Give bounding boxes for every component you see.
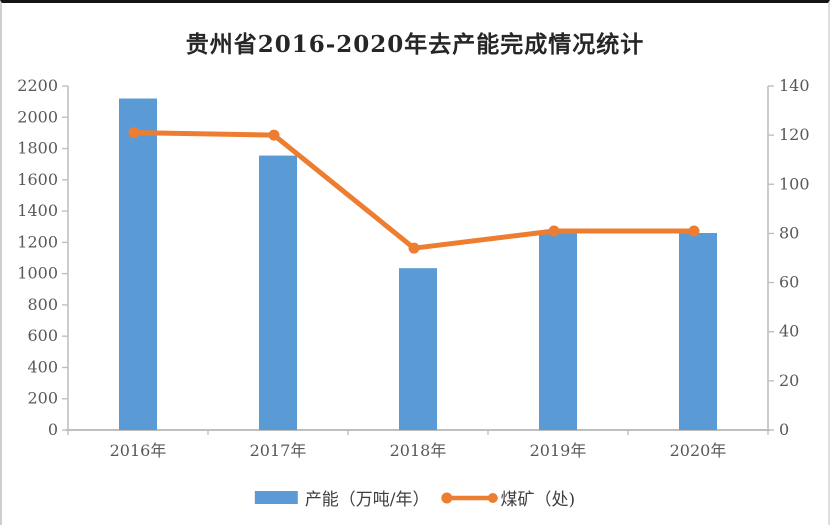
legend: 产能（万吨/年） 煤矿（处) bbox=[254, 485, 576, 510]
line-path bbox=[131, 130, 697, 251]
bar-2016年 bbox=[119, 98, 157, 430]
x-axis-category-label: 2017年 bbox=[250, 441, 307, 460]
left-axis-tick-label: 1600 bbox=[17, 170, 58, 189]
right-axis-tick-label: 100 bbox=[779, 174, 810, 193]
right-axis-tick-label: 40 bbox=[779, 322, 799, 341]
line-marker-2020年 bbox=[688, 225, 700, 237]
line-series-label: 煤矿（处) bbox=[500, 490, 576, 510]
line-marker-2016年 bbox=[128, 127, 140, 139]
left-axis-tick-label: 2000 bbox=[17, 107, 58, 126]
bar-2019年 bbox=[539, 231, 577, 430]
left-axis-tick-label: 1000 bbox=[17, 264, 58, 283]
line-series bbox=[128, 127, 700, 254]
left-axis-tick-label: 400 bbox=[27, 357, 58, 376]
legend-item-line-series: 煤矿（处) bbox=[440, 485, 576, 510]
bar-2018年 bbox=[399, 268, 437, 430]
right-axis-tick-label: 80 bbox=[779, 223, 799, 242]
x-axis-category-label: 2019年 bbox=[530, 441, 587, 460]
right-axis-tick-label: 60 bbox=[779, 273, 799, 292]
bar-series bbox=[119, 98, 717, 430]
bar-2020年 bbox=[679, 232, 717, 430]
legend-line-dot-left bbox=[441, 492, 453, 503]
left-axis-tick-label: 800 bbox=[27, 295, 58, 314]
left-axis-tick-label: 2200 bbox=[17, 76, 58, 95]
x-axis-category-label: 2020年 bbox=[670, 441, 727, 460]
left-axis-tick-label: 1200 bbox=[17, 232, 58, 251]
legend-item-bar-series: 产能（万吨/年） bbox=[254, 485, 430, 510]
x-axis-category-label: 2016年 bbox=[110, 441, 167, 460]
left-axis-tick-label: 200 bbox=[27, 389, 58, 408]
line-marker-2017年 bbox=[268, 129, 280, 141]
left-axis-tick-label: 1400 bbox=[17, 201, 58, 220]
right-axis-tick-label: 120 bbox=[779, 125, 810, 144]
right-axis-tick-label: 0 bbox=[779, 420, 789, 439]
left-axis-tick-label: 0 bbox=[48, 420, 58, 439]
bar-series-label: 产能（万吨/年） bbox=[304, 490, 430, 510]
chart-canvas: 0200400600800100012001400160018002000220… bbox=[17, 76, 810, 460]
legend-line-dot-right bbox=[487, 492, 498, 503]
x-axis-category-label: 2018年 bbox=[390, 441, 447, 460]
right-axis-tick-label: 140 bbox=[779, 76, 810, 95]
bar-series-swatch bbox=[254, 491, 298, 504]
left-axis-tick-label: 600 bbox=[27, 326, 58, 345]
bar-2017年 bbox=[259, 155, 297, 430]
line-series-swatch bbox=[441, 492, 498, 503]
left-axis-tick-label: 1800 bbox=[17, 139, 58, 158]
right-axis-tick-label: 20 bbox=[779, 371, 799, 390]
line-marker-2018年 bbox=[408, 242, 420, 254]
line-marker-2019年 bbox=[548, 225, 560, 237]
chart-title: 贵州省2016-2020年去产能完成情况统计 bbox=[185, 31, 645, 58]
